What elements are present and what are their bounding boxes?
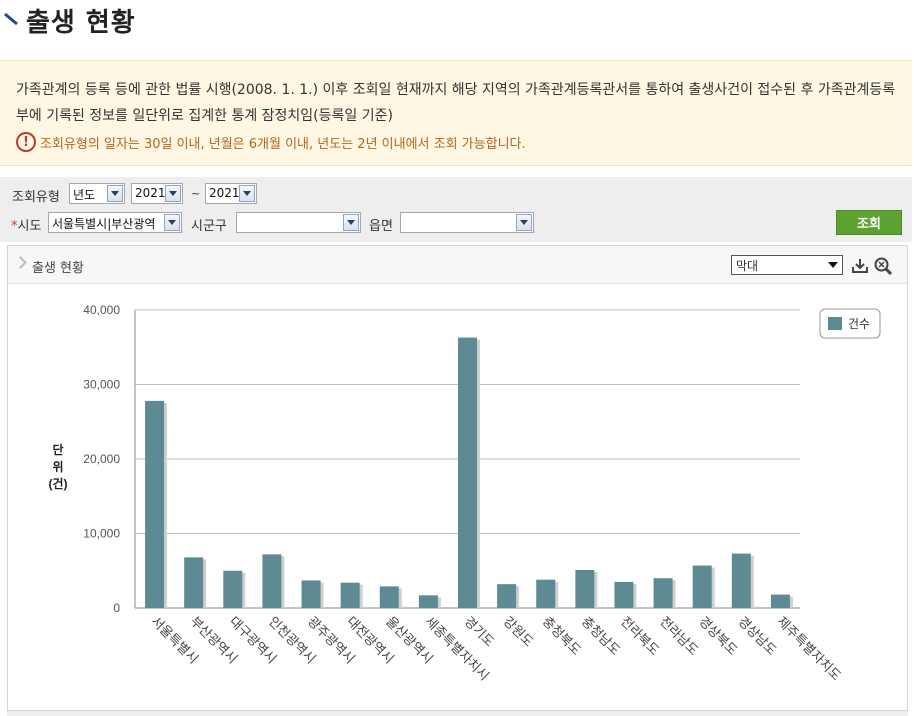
- chart-panel: 출생 현황 막대 0 10,000 20,000 30,000 40,000 단 위 (건)…: [7, 245, 908, 711]
- bar: [418, 595, 438, 608]
- bar: [575, 570, 595, 608]
- y-axis-label-line: 위: [52, 460, 63, 474]
- eupmyeon-select[interactable]: [400, 212, 534, 233]
- x-tick-labels: 서울특별시부산광역시대구광역시인천광역시광주광역시대전광역시울산광역시세종특별자…: [148, 614, 844, 684]
- bar: [184, 557, 204, 608]
- query-type-value: 년도: [73, 188, 96, 202]
- x-tick-label: 제주특별자치도: [774, 614, 844, 684]
- x-tick-label: 충청북도: [539, 614, 583, 658]
- bar: [340, 582, 360, 608]
- x-tick-label: 충청남도: [578, 614, 622, 658]
- year-to-select[interactable]: 2021: [205, 183, 257, 204]
- x-tick-label: 전라북도: [617, 614, 661, 658]
- bar: [262, 554, 282, 608]
- y-axis-label: 단 위 (건): [48, 442, 67, 491]
- chevron-down-icon: [165, 185, 181, 202]
- chevron-down-icon: [343, 214, 359, 231]
- chart-panel-title: 출생 현황: [32, 261, 84, 276]
- chevron-down-icon: [828, 262, 838, 268]
- bar: [497, 584, 517, 608]
- bar: [536, 579, 556, 608]
- year-from-value: 2021: [135, 186, 166, 200]
- y-tick-label: 30,000: [83, 378, 120, 392]
- y-axis-label-line: (건): [48, 476, 67, 491]
- bar: [692, 565, 712, 608]
- sido-label-text: 시도: [17, 219, 42, 234]
- year-to-value: 2021: [209, 186, 240, 200]
- chevron-down-icon: [239, 185, 255, 202]
- required-mark: *: [11, 219, 18, 234]
- range-separator: ~: [191, 187, 201, 200]
- query-type-label: 조회유형: [12, 190, 60, 205]
- y-tick-label: 0: [113, 601, 120, 615]
- bar: [458, 337, 477, 608]
- zoom-icon[interactable]: [873, 256, 893, 276]
- legend-box: [819, 308, 881, 339]
- y-tick-label: 10,000: [83, 527, 120, 541]
- bar: [770, 594, 790, 608]
- bar: [731, 553, 751, 608]
- eupmyeon-label: 읍면: [369, 219, 393, 234]
- year-from-select[interactable]: 2021: [131, 183, 183, 204]
- page-title: 출생 현황: [26, 8, 136, 38]
- chevron-down-icon: [164, 214, 180, 231]
- sido-value: 서울특별시|부산광역: [52, 217, 156, 231]
- query-type-select[interactable]: 년도: [69, 183, 125, 204]
- sigungu-select[interactable]: [236, 212, 361, 233]
- warning-text: 조회유형의 일자는 30일 이내, 년월은 6개월 이내, 년도는 2년 이내에…: [40, 136, 526, 152]
- chart-panel-header: 출생 현황 막대: [8, 246, 907, 284]
- bar: [614, 581, 634, 608]
- y-tick-label: 40,000: [83, 303, 120, 317]
- notice-text: 가족관계의 등록 등에 관한 법률 시행(2008. 1. 1.) 이후 조회일…: [16, 82, 896, 124]
- sigungu-label: 시군구: [191, 219, 227, 234]
- legend-swatch: [828, 317, 842, 330]
- chevron-right-icon: [14, 256, 27, 269]
- bar: [379, 586, 399, 608]
- chevron-down-icon: [107, 185, 123, 202]
- x-tick-label: 강원도: [500, 614, 536, 650]
- y-tick-labels: 0 10,000 20,000 30,000 40,000: [83, 303, 120, 615]
- x-tick-label: 전라남도: [656, 614, 700, 658]
- notice-box: 가족관계의 등록 등에 관한 법률 시행(2008. 1. 1.) 이후 조회일…: [0, 60, 912, 166]
- bar: [223, 570, 243, 608]
- x-tick-label: 경기도: [461, 614, 497, 650]
- bar-chart: 0 10,000 20,000 30,000 40,000 단 위 (건) 서울특별시부산광…: [48, 303, 881, 684]
- y-tick-label: 20,000: [83, 452, 120, 466]
- sido-label: *시도: [11, 215, 41, 234]
- sido-select[interactable]: 서울특별시|부산광역: [48, 212, 182, 233]
- notice-warning: ! 조회유형의 일자는 30일 이내, 년월은 6개월 이내, 년도는 2년 이…: [16, 131, 526, 153]
- bar: [301, 580, 321, 608]
- chart-type-select[interactable]: 막대: [731, 255, 843, 275]
- warning-icon: !: [16, 132, 36, 152]
- x-tick-label: 경상남도: [734, 614, 778, 658]
- title-slash-icon: [4, 12, 18, 26]
- chart-bars: [145, 337, 793, 608]
- search-button[interactable]: 조회: [836, 210, 902, 235]
- chart-legend: 건수: [819, 308, 881, 339]
- chevron-down-icon: [516, 214, 532, 231]
- y-axis-label-line: 단: [52, 442, 63, 457]
- page-header: 출생 현황: [0, 0, 914, 48]
- download-icon[interactable]: [850, 256, 870, 276]
- chart-type-value: 막대: [736, 259, 759, 273]
- legend-label: 건수: [848, 317, 870, 331]
- bar: [653, 578, 673, 608]
- bar: [145, 400, 165, 608]
- filter-bar: 조회유형 년도 2021 ~ 2021 *시도 서울특별시|부산광역 시군구 읍…: [0, 177, 912, 242]
- x-tick-label: 경상북도: [695, 614, 739, 658]
- bottom-divider: [7, 711, 908, 716]
